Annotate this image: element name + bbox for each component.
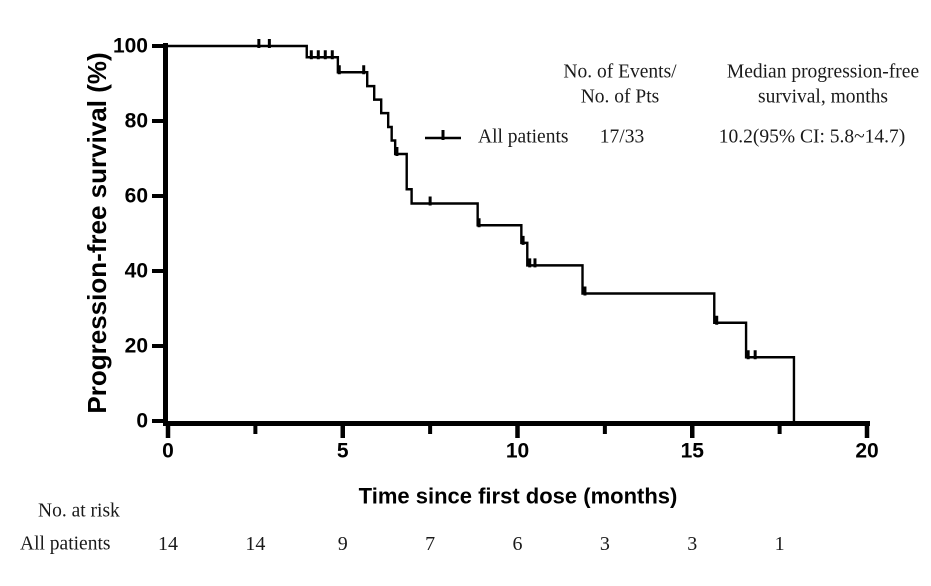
y-tick-label: 60 — [125, 185, 148, 208]
x-axis-title: Time since first dose (months) — [359, 484, 678, 509]
at-risk-counts-layer: 14 14 9 7 6 3 3 1 — [158, 533, 785, 555]
axes-layer: 100 80 60 40 20 00 5 10 15 20 — [113, 35, 879, 463]
y-tick-label: 40 — [125, 260, 148, 283]
y-axis-tick — [152, 269, 163, 273]
at-risk-count: 3 — [687, 533, 697, 555]
events-header-line2: No. of Pts — [581, 87, 660, 108]
x-tick-label: 0 — [162, 440, 174, 463]
x-axis-major-tick — [165, 426, 171, 438]
at-risk-count: 7 — [425, 533, 435, 555]
x-axis-major-tick — [864, 426, 870, 438]
x-axis-minor-tick — [253, 426, 258, 434]
y-tick-label: 20 — [125, 335, 148, 358]
events-header-line1: No. of Events/ — [563, 62, 677, 83]
y-axis-tick — [152, 119, 163, 123]
at-risk-row-label: All patients — [20, 534, 110, 555]
x-axis-spine — [163, 421, 870, 426]
legend-series-marker-icon — [425, 130, 461, 140]
y-axis-title: Progression-free survival (%) — [82, 52, 112, 413]
at-risk-count: 3 — [600, 533, 610, 555]
y-axis-tick — [152, 194, 163, 198]
x-tick-label: 15 — [681, 440, 705, 463]
x-axis-major-tick — [515, 426, 520, 438]
at-risk-count: 14 — [158, 533, 178, 555]
x-tick-label: 5 — [337, 440, 349, 463]
legend-series-label: All patients — [478, 127, 568, 148]
at-risk-count: 14 — [245, 533, 265, 555]
at-risk-count: 6 — [513, 533, 523, 555]
x-axis-major-tick — [340, 426, 345, 438]
y-axis-tick — [152, 419, 163, 423]
at-risk-count: 1 — [775, 533, 785, 555]
median-header-line1: Median progression-free — [727, 62, 919, 83]
x-tick-label: 20 — [855, 440, 878, 463]
legend-events-value: 17/33 — [600, 127, 644, 148]
y-axis-tick — [152, 344, 163, 348]
x-axis-minor-tick — [428, 426, 433, 434]
at-risk-title: No. at risk — [38, 501, 120, 522]
y-tick-label: 80 — [125, 110, 148, 133]
y-axis-tick — [152, 44, 163, 48]
at-risk-count: 9 — [338, 533, 348, 555]
median-header-line2: survival, months — [758, 87, 888, 108]
legend-median-value: 10.2(95% CI: 5.8~14.7) — [719, 127, 906, 148]
y-tick-label: 0 — [136, 410, 148, 433]
x-tick-label: 10 — [506, 440, 529, 463]
x-axis-minor-tick — [777, 426, 782, 434]
km-step-path — [168, 44, 796, 421]
x-axis-minor-tick — [602, 426, 607, 434]
y-axis-spine — [163, 43, 168, 426]
y-tick-label: 100 — [113, 35, 148, 58]
x-axis-major-tick — [690, 426, 695, 438]
survival-curve-layer — [168, 39, 796, 421]
